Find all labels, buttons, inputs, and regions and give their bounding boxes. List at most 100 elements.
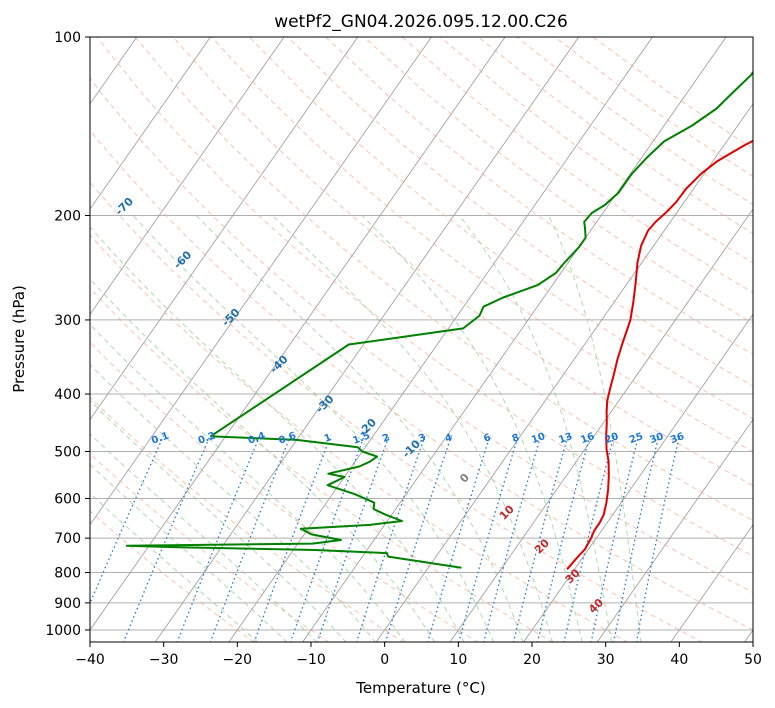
mixing-ratio-label: 8	[511, 432, 521, 445]
moist-adiabat	[272, 215, 554, 642]
chart-title: wetPf2_GN04.2026.095.12.00.C26	[274, 12, 568, 32]
dewpoint-line	[125, 70, 753, 569]
mixing-ratio-line	[536, 435, 591, 642]
isotherm	[744, 629, 753, 642]
isotherm	[154, 37, 580, 642]
x-tick-label: 20	[523, 652, 541, 668]
background-lines	[90, 37, 753, 642]
mixing-ratio-label: 36	[669, 431, 686, 446]
moist-adiabat	[90, 492, 259, 642]
mixing-ratio-label: 16	[579, 431, 596, 446]
mixing-ratio-line	[512, 435, 569, 642]
y-tick-label: 100	[54, 30, 81, 46]
x-axis-label: Temperature (°C)	[355, 679, 485, 697]
dry-adiabat	[90, 181, 703, 642]
dry-adiabat	[90, 396, 405, 642]
mixing-ratio-label: 10	[530, 431, 547, 446]
isotherm	[375, 103, 753, 642]
isotherm	[90, 37, 432, 526]
y-tick-label: 900	[54, 596, 81, 612]
mixing-ratio-label: 4	[444, 432, 454, 445]
moist-adiabat	[458, 215, 613, 642]
x-tick-label: 10	[449, 652, 467, 668]
dry-adiabat-label: -50	[219, 306, 242, 329]
y-tick-label: 700	[54, 531, 81, 547]
dry-adiabat	[249, 37, 753, 420]
dry-adiabat	[172, 37, 753, 487]
dry-adiabat-label: -70	[113, 195, 136, 218]
moist-adiabat	[90, 226, 465, 642]
dry-adiabat-label: 40	[586, 596, 606, 616]
plot-frame	[89, 36, 754, 643]
moist-adiabat	[90, 433, 318, 642]
x-tick-label: −40	[75, 652, 105, 668]
mixing-ratio-line	[635, 435, 681, 642]
x-tick-label: 30	[597, 652, 615, 668]
mixing-ratio-label: 25	[628, 431, 645, 446]
dry-adiabat-label: -60	[171, 248, 194, 271]
x-tick-label: 0	[380, 652, 389, 668]
mixing-ratio-line	[356, 435, 426, 642]
dry-adiabat	[90, 452, 330, 642]
mixing-ratio-label: 0.2	[197, 430, 217, 446]
moist-adiabat	[195, 215, 524, 642]
moist-adiabat	[90, 399, 347, 642]
y-tick-label: 600	[54, 491, 81, 507]
series-lines	[125, 70, 753, 570]
isotherm	[90, 37, 506, 631]
isotherm	[449, 208, 753, 642]
mixing-ratio-line	[482, 435, 542, 642]
line-labels: 0.1 0.2 0.4 0.6 1 1.5 2 3 4 6 8 10 13 16 20 25 30 36-70-6…	[113, 195, 686, 616]
moist-adiabat	[548, 215, 642, 642]
dry-adiabat	[90, 77, 753, 594]
y-tick-label: 400	[54, 387, 81, 403]
mixing-ratio-line	[122, 435, 211, 642]
dry-adiabat	[90, 287, 554, 642]
dry-adiabat	[96, 37, 753, 557]
mixing-ratio-label: 30	[648, 431, 665, 446]
temperature-line	[566, 139, 753, 570]
mixing-ratio-line	[427, 435, 491, 642]
moist-adiabat	[90, 463, 288, 642]
mixing-ratio-label: 0.4	[247, 430, 267, 446]
y-tick-label: 1000	[45, 623, 81, 639]
dry-adiabat	[211, 37, 753, 453]
moist-adiabat	[90, 323, 406, 642]
y-tick-label: 800	[54, 566, 81, 582]
dry-adiabat-label: 10	[497, 502, 517, 522]
mixing-ratio-line	[590, 435, 640, 642]
y-tick-label: 500	[54, 444, 81, 460]
mixing-ratio-label: 6	[482, 432, 492, 445]
x-tick-label: 50	[744, 652, 762, 668]
x-tick-label: −20	[223, 652, 253, 668]
mixing-ratio-label: 1	[323, 432, 333, 445]
isotherm	[523, 313, 753, 642]
x-tick-label: 40	[670, 652, 688, 668]
mixing-ratio-label: 0.1	[150, 430, 170, 446]
x-tick-label: −10	[296, 652, 326, 668]
dry-adiabat	[90, 341, 479, 642]
y-tick-label: 200	[54, 209, 81, 225]
dry-adiabat	[363, 37, 753, 324]
mixing-ratio-line	[458, 435, 520, 642]
mixing-ratio-line	[253, 435, 332, 642]
y-axis-label: Pressure (hPa)	[10, 285, 28, 393]
y-axis-ticks: 100 200 300 400 500 600 700 800 900 1000	[45, 30, 90, 639]
moist-adiabat	[90, 363, 377, 642]
isotherm	[90, 37, 285, 315]
mixing-ratio-label: 20	[603, 431, 620, 446]
isotherm	[90, 37, 211, 210]
isotherm	[90, 37, 359, 421]
moist-adiabat	[132, 215, 495, 642]
dry-adiabat	[478, 37, 753, 235]
moist-adiabat	[361, 215, 583, 642]
dry-adiabat	[90, 510, 255, 642]
dry-adiabat-label: -40	[267, 353, 290, 376]
moist-adiabat	[90, 278, 436, 642]
mixing-ratio-label: 2	[381, 432, 391, 445]
x-axis-ticks: −40 −30 −20 −10 0 10 20 30 40 50	[75, 642, 762, 668]
mixing-ratio-line	[316, 435, 390, 642]
dry-adiabat-label: 30	[563, 566, 583, 586]
mixing-ratio-label: 3	[417, 432, 427, 445]
